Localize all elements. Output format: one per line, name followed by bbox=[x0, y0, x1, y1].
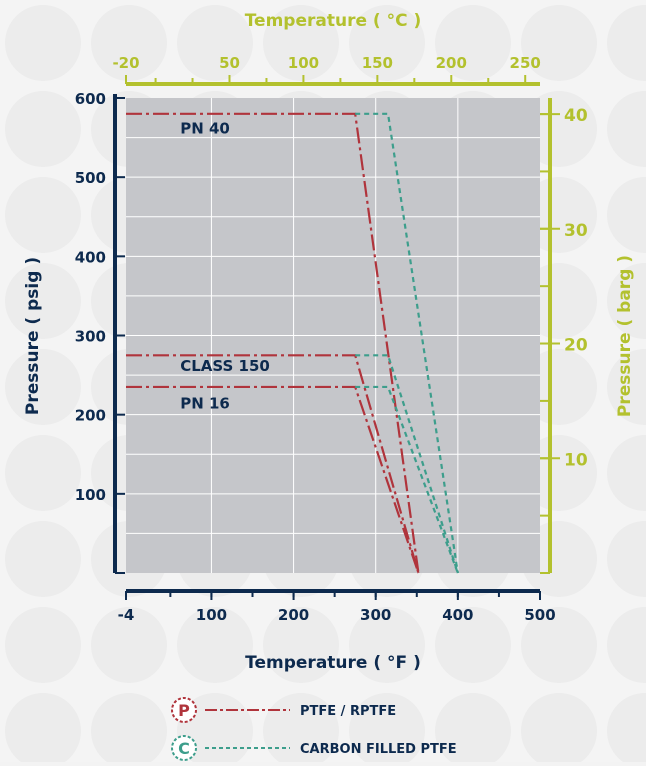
x-top-tick-label: 50 bbox=[219, 54, 240, 72]
series-line bbox=[355, 112, 459, 574]
axes: 100 200 300 400 500 600 -4 100 200 300 400 500 -20 50… bbox=[75, 54, 588, 624]
annotation-label: PN 40 bbox=[180, 120, 230, 138]
x-top-tick-label: 150 bbox=[362, 54, 393, 72]
y-left-tick-label: 400 bbox=[75, 248, 106, 266]
y-right-tick-label: 30 bbox=[564, 221, 588, 241]
x-top-tick-label: 100 bbox=[288, 54, 319, 72]
y-left-tick-label: 200 bbox=[75, 407, 106, 425]
series-line bbox=[355, 354, 459, 574]
annotations: PN 40 CLASS 150 PN 16 bbox=[180, 120, 270, 413]
legend-badge-letter: P bbox=[178, 701, 190, 720]
x-top-tick-label: 250 bbox=[510, 54, 541, 72]
legend-badge bbox=[171, 735, 197, 761]
annotation-label: CLASS 150 bbox=[180, 357, 270, 375]
y-right-axis-title: Pressure ( barg ) bbox=[615, 255, 635, 417]
series-group bbox=[126, 112, 459, 574]
y-left-tick-label: 300 bbox=[75, 328, 106, 346]
legend-badge bbox=[171, 697, 197, 723]
legend-label: CARBON FILLED PTFE bbox=[300, 742, 457, 757]
annotation-label: PN 16 bbox=[180, 394, 230, 412]
x-top-tick-label: 200 bbox=[436, 54, 467, 72]
x-top-tick-label: -20 bbox=[112, 54, 139, 72]
y-right-tick-label: 10 bbox=[564, 450, 588, 470]
grid bbox=[126, 98, 540, 573]
x-bottom-tick-label: 300 bbox=[360, 606, 391, 624]
x-bottom-tick-label: 100 bbox=[196, 606, 227, 624]
y-left-axis-title: Pressure ( psig ) bbox=[23, 257, 43, 415]
x-bottom-tick-label: 200 bbox=[278, 606, 309, 624]
y-left-tick-label: 600 bbox=[75, 90, 106, 108]
y-right-tick-label: 20 bbox=[564, 336, 588, 356]
legend-badge-letter: C bbox=[178, 739, 190, 758]
y-right-tick-label: 40 bbox=[564, 106, 588, 126]
x-bottom-axis-title: Temperature ( °F ) bbox=[245, 653, 421, 673]
x-bottom-tick-label: 500 bbox=[524, 606, 555, 624]
x-bottom-tick-label: 400 bbox=[442, 606, 473, 624]
x-bottom-tick-label: -4 bbox=[118, 606, 135, 624]
legend: P PTFE / RPTFE C CARBON FILLED PTFE bbox=[171, 697, 457, 761]
x-top-axis-title: Temperature ( °C ) bbox=[245, 11, 422, 31]
series-line bbox=[355, 385, 459, 574]
y-left-tick-label: 100 bbox=[75, 486, 106, 504]
y-left-tick-label: 500 bbox=[75, 169, 106, 187]
legend-label: PTFE / RPTFE bbox=[300, 704, 396, 719]
